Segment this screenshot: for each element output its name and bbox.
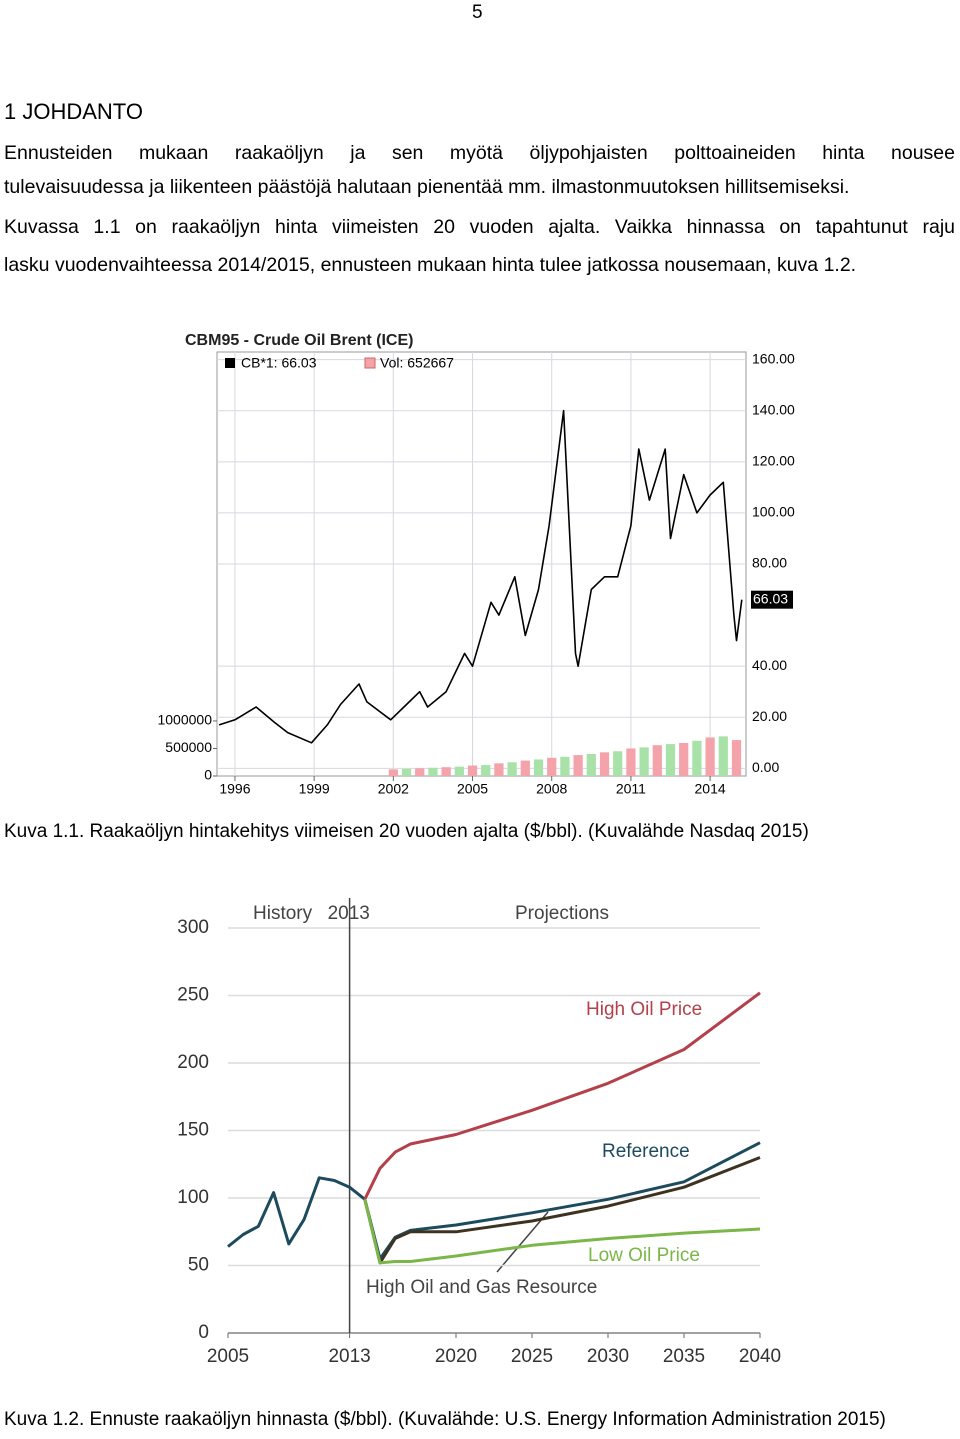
paragraph-line: Ennusteiden mukaan raakaöljyn ja sen myö… [4, 142, 955, 164]
volume-bar [692, 740, 702, 776]
y-tick-label: 100.00 [752, 504, 795, 520]
volume-bar [454, 766, 464, 776]
y2-tick-label: 1000000 [157, 712, 212, 728]
volume-bar [652, 745, 662, 776]
series-label: Reference [602, 1141, 690, 1162]
x-tick-label: 2020 [435, 1346, 477, 1367]
x-tick-label: 2025 [511, 1346, 553, 1367]
volume-bar [599, 752, 610, 776]
chart-eia: 0 50 100 150 200 250 300 2005 2013 2020 2025 2030 20… [177, 898, 781, 1367]
volume-bar [401, 768, 412, 776]
series-line [363, 1198, 761, 1265]
series-line [363, 1141, 761, 1261]
y-tick-label: 40.00 [752, 657, 787, 673]
chart-brent: CBM95 - Crude Oil Brent (ICE) 0.00 20.00 40… [157, 332, 796, 797]
paragraph-line: Kuvassa 1.1 on raakaöljyn hinta viimeist… [4, 216, 955, 238]
volume-bar [639, 747, 649, 776]
series-line [363, 1156, 761, 1265]
caption: Kuva 1.2. Ennuste raakaöljyn hinnasta ($… [4, 1409, 886, 1430]
series-line [227, 1176, 366, 1248]
y-tick-label: 300 [177, 917, 209, 938]
volume-bar [679, 742, 689, 776]
x-tick-label: 1996 [219, 781, 250, 797]
x-tick-label: 2002 [378, 781, 409, 797]
x-tick-label: 2040 [739, 1346, 781, 1367]
y-tick-label: 0.00 [752, 759, 779, 775]
volume-bar [520, 760, 530, 776]
x-tick-label: 2013 [328, 1346, 370, 1367]
x-tick-label: 2014 [695, 781, 726, 797]
y-tick-label: 100 [177, 1187, 209, 1208]
volume-bar [705, 737, 715, 776]
y-tick-label: 200 [177, 1052, 209, 1073]
page-number: 5 [472, 2, 483, 23]
volume-bar [388, 769, 398, 776]
x-tick-label: 1999 [299, 781, 330, 797]
volume-bar [467, 765, 478, 776]
y-tick-label: 20.00 [752, 708, 787, 724]
x-tick-label: 2035 [663, 1346, 705, 1367]
volume-bar [626, 748, 636, 776]
volume-bar [533, 759, 544, 776]
volume-bar [573, 755, 583, 776]
volume-bar [560, 756, 570, 776]
annotation: Projections [515, 903, 609, 924]
series-label: High Oil and Gas Resource [366, 1277, 597, 1298]
y2-tick-label: 500000 [165, 739, 212, 755]
volume-bar [441, 767, 451, 776]
y-tick-label: 160.00 [752, 350, 795, 366]
heading: 1 JOHDANTO [4, 99, 143, 124]
volume-bar [547, 757, 557, 776]
y-tick-label: 250 [177, 985, 209, 1006]
y-tick-label: 150 [177, 1120, 209, 1141]
volume-bar [481, 764, 491, 776]
y-tick-label: 120.00 [752, 453, 795, 469]
paragraph-line: tulevaisuudessa ja liikenteen päästöjä h… [4, 176, 850, 198]
series-label: History [253, 903, 313, 924]
y-tick-label: 0 [198, 1322, 209, 1343]
volume-bar [507, 762, 517, 776]
series-line [363, 991, 761, 1200]
x-tick-label: 2030 [587, 1346, 629, 1367]
x-tick-label: 2005 [457, 781, 488, 797]
legend-label: Vol: 652667 [380, 355, 454, 371]
volume-bar [586, 753, 596, 776]
volume-bar [718, 736, 728, 776]
volume-bar [665, 744, 676, 776]
legend-label: CB*1: 66.03 [241, 355, 317, 371]
volume-bar [415, 768, 425, 776]
volume-bar [494, 763, 504, 776]
x-tick-label: 2005 [207, 1346, 249, 1367]
series-label: High Oil Price [586, 999, 702, 1020]
y-tick-label: 140.00 [752, 401, 795, 417]
leader-line [496, 1211, 549, 1273]
legend-swatch [225, 358, 235, 368]
last-value-label: 66.03 [753, 590, 788, 606]
divider-label: 2013 [328, 903, 370, 924]
volume-bar [428, 767, 438, 776]
volume-bar [613, 751, 623, 776]
volume-bar [731, 740, 742, 776]
legend-swatch [364, 357, 376, 369]
last-value-tag [751, 590, 793, 609]
caption: Kuva 1.1. Raakaöljyn hintakehitys viimei… [4, 821, 809, 842]
y-tick-label: 50 [188, 1255, 209, 1276]
x-tick-label: 2011 [616, 781, 646, 797]
paragraph-line: lasku vuodenvaihteessa 2014/2015, ennust… [4, 254, 857, 276]
y2-tick-label: 0 [204, 767, 212, 783]
y-tick-label: 80.00 [752, 555, 787, 571]
chart-title: CBM95 - Crude Oil Brent (ICE) [185, 332, 413, 349]
series-line [218, 409, 743, 744]
x-tick-label: 2008 [536, 781, 567, 797]
series-label: Low Oil Price [588, 1245, 700, 1266]
